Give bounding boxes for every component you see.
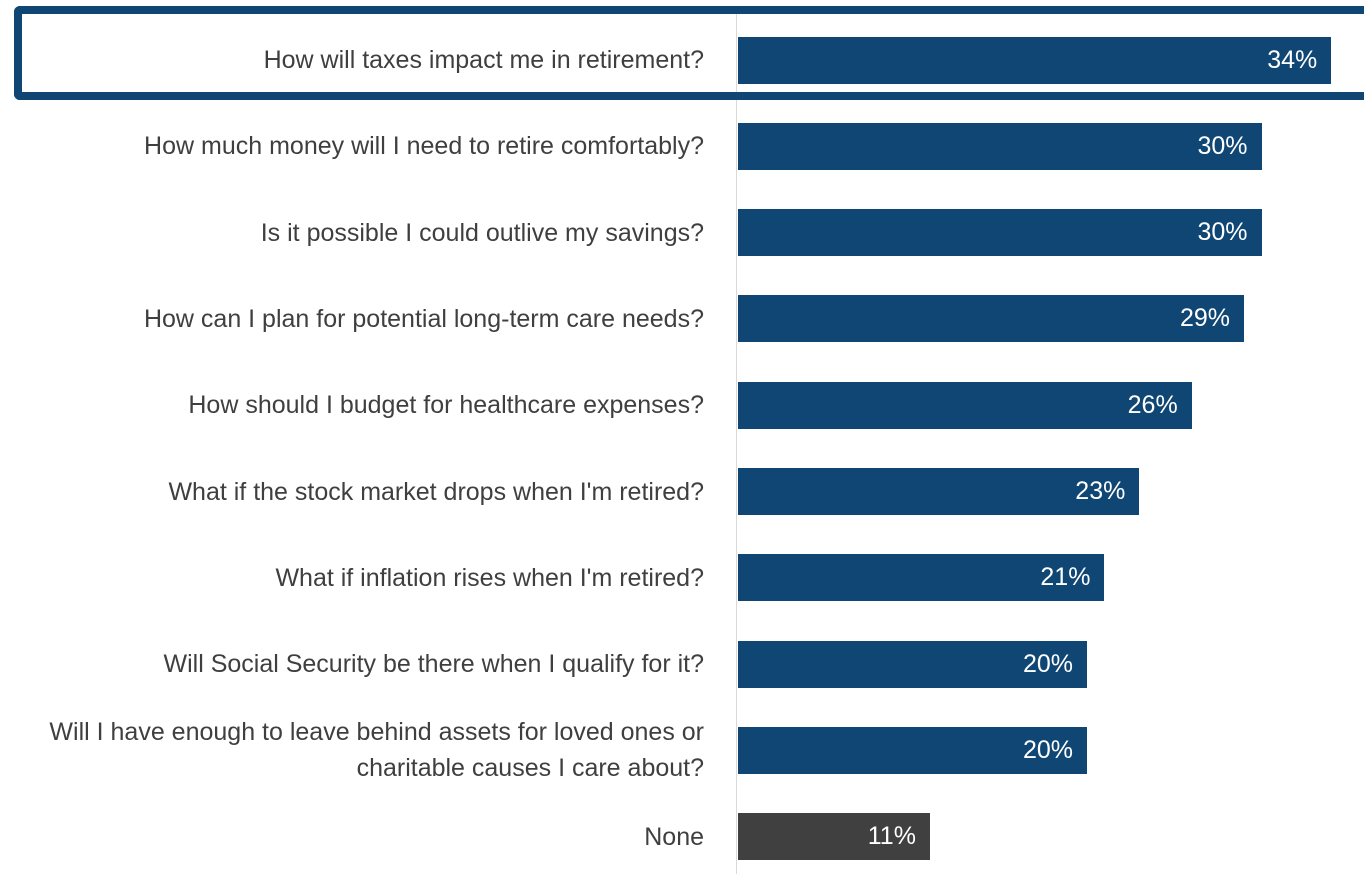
category-label: Will Social Security be there when I qua… [163, 650, 704, 679]
highlight-box [14, 6, 1364, 100]
category-label: How should I budget for healthcare expen… [188, 391, 704, 420]
bar-value-label: 34% [1267, 45, 1318, 74]
bar: 21% [738, 554, 1105, 602]
category-label: None [644, 822, 704, 851]
bar: 30% [738, 122, 1262, 170]
category-label: What if inflation rises when I'm retired… [275, 563, 704, 592]
category-label: What if the stock market drops when I'm … [168, 477, 704, 506]
bar-value-label: 21% [1040, 563, 1091, 592]
category-label: Will I have enough to leave behind asset… [49, 718, 704, 783]
bar-value-label: 29% [1180, 304, 1231, 333]
category-axis-line [736, 10, 737, 874]
bar: 20% [738, 640, 1087, 688]
bar: 20% [738, 726, 1087, 774]
bar-value-label: 23% [1075, 477, 1126, 505]
category-label: How much money will I need to retire com… [144, 132, 704, 161]
bar: 34% [738, 36, 1332, 84]
bar: 11% [738, 813, 930, 861]
bar-value-label: 26% [1127, 390, 1178, 419]
bar-value-label: 20% [1022, 649, 1073, 678]
bar-value-label: 11% [867, 822, 916, 851]
category-label: How will taxes impact me in retirement? [263, 46, 704, 74]
bar: 26% [738, 381, 1192, 429]
bar: 29% [738, 295, 1245, 343]
bar-value-label: 30% [1197, 218, 1248, 247]
bar: 23% [738, 468, 1140, 515]
category-label: Is it possible I could outlive my saving… [260, 218, 704, 247]
bar: 30% [738, 209, 1262, 257]
category-label: How can I plan for potential long-term c… [143, 304, 704, 333]
bar-value-label: 20% [1022, 735, 1073, 764]
bar-value-label: 30% [1197, 131, 1248, 160]
